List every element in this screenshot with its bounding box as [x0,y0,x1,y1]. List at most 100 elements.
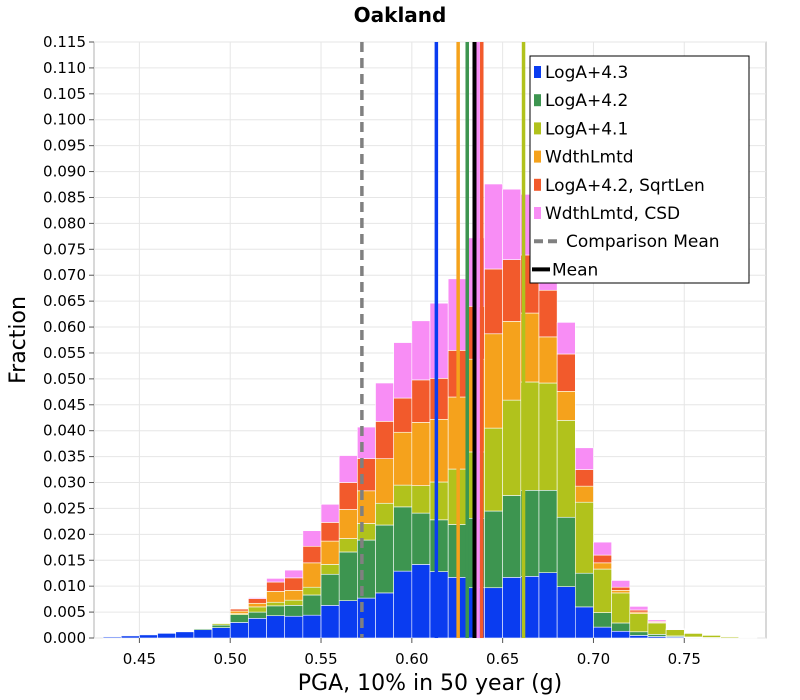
bar-wdthlmtd-csd-10 [284,569,304,579]
bar-loga-4-2-25 [556,516,576,587]
bar-loga-4-1-10 [284,599,304,606]
bar-loga-4-2-30 [647,634,667,637]
bar-loga-4-2-6 [211,624,231,628]
bar-loga-4-2-sqrtlen-26 [574,469,594,487]
bar-wdthlmtd-csd-29 [629,606,649,611]
bar-loga-4-2-15 [375,524,394,594]
bar-loga-4-1-32 [683,633,703,638]
bar-loga-4-2-28 [611,622,631,632]
legend-label-loga-4-1: LogA+4.1 [545,119,628,139]
bar-loga-4-3-8 [248,618,267,639]
bar-loga-4-1-11 [302,586,322,596]
bar-loga-4-3-0 [102,636,122,639]
bar-wdthlmtd-28 [611,590,631,594]
bar-loga-4-3-18 [429,571,449,639]
bar-loga-4-2-sqrtlen-15 [375,421,394,459]
bar-loga-4-2-13 [338,551,358,601]
bar-loga-4-3-28 [611,630,631,639]
bar-loga-4-1-18 [429,481,449,521]
legend-box [529,55,750,284]
bar-loga-4-2-10 [284,605,304,617]
bar-loga-4-3-27 [593,626,612,639]
bar-loga-4-2-29 [629,631,649,636]
y-tick-label-8: 0.040 [43,422,86,440]
y-tick-label-4: 0.020 [43,525,86,543]
bar-wdthlmtd-csd-14 [357,426,376,459]
bar-loga-4-3-16 [393,570,413,639]
bar-wdthlmtd-csd-31 [665,628,685,630]
bar-wdthlmtd-csd-6 [211,621,231,623]
bar-loga-4-2-sqrtlen-13 [338,482,358,510]
legend-swatch-wdthlmtd-csd [534,207,541,219]
bar-loga-4-3-22 [502,577,522,639]
bar-loga-4-3-9 [266,615,286,639]
bar-wdthlmtd-csd-13 [338,455,358,483]
bar-wdthlmtd-12 [320,540,340,565]
bar-wdthlmtd-14 [357,490,376,524]
y-tick-label-21: 0.105 [43,85,86,103]
x-tick-label-2: 0.55 [304,650,337,668]
legend-label-mean: Mean [552,260,598,280]
bar-wdthlmtd-21 [484,333,503,429]
bar-loga-4-2-12 [320,573,340,606]
bar-wdthlmtd-17 [411,422,431,486]
bar-loga-4-2-21 [484,510,503,589]
bar-wdthlmtd-7 [229,610,249,614]
bar-loga-4-3-13 [338,600,358,639]
bar-wdthlmtd-csd-27 [593,541,612,556]
legend-swatch-loga-4-2-sqrtlen [534,178,541,191]
bar-wdthlmtd-csd-11 [302,530,322,547]
bar-loga-4-2-27 [593,612,612,628]
y-tick-label-18: 0.090 [43,163,86,181]
legend-swatch-wdthlmtd [534,150,541,163]
bar-loga-4-2-sqrtlen-7 [229,608,249,612]
bar-loga-4-1-14 [357,523,376,541]
bar-loga-4-2-sqrtlen-28 [611,586,631,591]
y-tick-label-19: 0.095 [43,137,86,155]
bar-wdthlmtd-16 [393,431,413,486]
legend-label-loga-4-3: LogA+4.3 [545,63,628,83]
bar-loga-4-3-1 [120,635,140,639]
y-tick-label-12: 0.060 [43,318,86,336]
bar-loga-4-2-18 [429,519,449,572]
bar-loga-4-2-sqrtlen-27 [593,554,612,564]
legend-label-comparison-mean: Comparison Mean [566,232,720,252]
bar-loga-4-2-sqrtlen-29 [629,609,649,613]
bar-loga-4-2-8 [248,611,267,619]
bar-loga-4-3-3 [157,633,177,639]
bar-loga-4-3-12 [320,605,340,639]
y-tick-label-9: 0.045 [43,396,86,414]
bar-loga-4-3-7 [229,622,249,639]
bar-loga-4-2-16 [393,506,413,572]
x-axis-label: PGA, 10% in 50 year (g) [298,671,562,696]
bar-wdthlmtd-26 [574,485,594,503]
legend-swatch-loga-4-1 [534,122,541,135]
legend-label-loga-4-2-sqrtlen: LogA+4.2, SqrtLen [545,176,705,196]
bar-wdthlmtd-24 [538,336,558,384]
y-tick-label-20: 0.100 [43,111,86,129]
legend: LogA+4.3 LogA+4.2 LogA+4.1 WdthLmtd LogA+4.2… [529,55,750,284]
bar-loga-4-3-14 [357,597,376,639]
bar-loga-4-2-sqrtlen-21 [484,268,503,335]
bar-loga-4-2-sqrtlen-12 [320,522,340,542]
bar-loga-4-3-17 [411,564,431,639]
legend-label-loga-4-2: LogA+4.2 [545,91,628,111]
bar-wdthlmtd-csd-12 [320,503,340,523]
bar-loga-4-1-34 [720,636,740,639]
y-tick-label-14: 0.070 [43,266,86,284]
bar-loga-4-3-4 [175,631,195,639]
y-tick-label-3: 0.015 [43,551,86,569]
bar-loga-4-2-24 [538,489,558,573]
legend-swatch-loga-4-3 [534,66,541,78]
bar-loga-4-2-sqrtlen-25 [556,353,576,392]
bar-loga-4-1-15 [375,502,394,526]
bar-loga-4-1-12 [320,564,340,575]
bar-loga-4-1-30 [647,622,667,635]
x-axis-ticks: 0.45 0.50 0.55 0.60 0.65 0.70 0.75 [123,638,701,668]
x-tick-label-1: 0.50 [214,650,247,668]
bar-loga-4-1-35 [738,637,758,639]
y-tick-label-1: 0.005 [43,603,86,621]
bar-wdthlmtd-13 [338,509,358,539]
bar-loga-4-3-25 [556,586,576,639]
bar-loga-4-2-7 [229,614,249,623]
